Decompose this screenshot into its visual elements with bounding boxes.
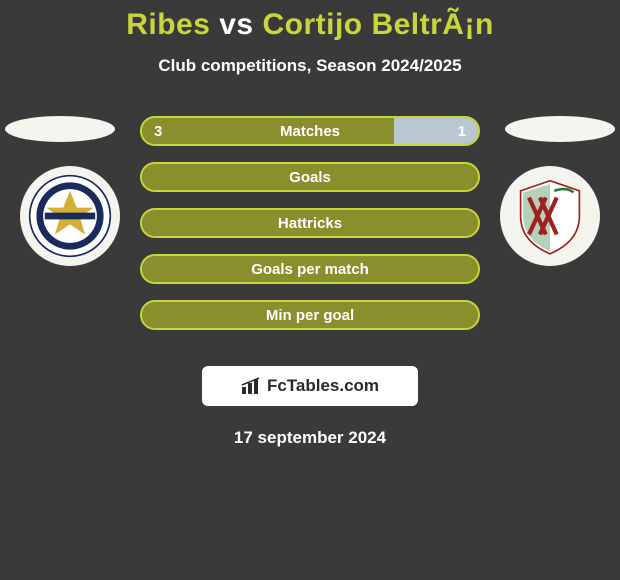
bar-value-right: 1 (458, 118, 466, 144)
bar-label: Goals (142, 164, 478, 190)
player2-logo-circle (500, 166, 600, 266)
player1-badge (20, 201, 120, 301)
stat-bar: Goals (140, 162, 480, 192)
bar-label: Hattricks (142, 210, 478, 236)
club-logo-right-icon (508, 174, 592, 258)
brand-logo: FcTables.com (241, 376, 379, 396)
bar-label: Goals per match (142, 256, 478, 282)
brand-text: FcTables.com (267, 376, 379, 396)
club-logo-left-icon (28, 174, 112, 258)
page-title: Ribes vs Cortijo BeltrÃ¡n (0, 8, 620, 42)
player2-ellipse (505, 116, 615, 142)
vs-text: vs (219, 8, 253, 41)
bars-icon (241, 377, 263, 395)
subtitle: Club competitions, Season 2024/2025 (0, 56, 620, 76)
stat-bar: Min per goal (140, 300, 480, 330)
stat-bars: Matches3 1 Goals Hattricks Goals per match Mi… (140, 116, 480, 346)
player2-name: Cortijo BeltrÃ¡n (262, 8, 493, 41)
chart-area: Matches3 1 Goals Hattricks Goals per match Mi… (0, 116, 620, 346)
player1-ellipse (5, 116, 115, 142)
player1-logo-circle (20, 166, 120, 266)
bar-label: Min per goal (142, 302, 478, 328)
player2-badge (500, 201, 600, 301)
bar-value-left: 3 (154, 118, 162, 144)
comparison-widget: Ribes vs Cortijo BeltrÃ¡n Club competiti… (0, 0, 620, 448)
brand-box[interactable]: FcTables.com (202, 366, 418, 406)
footer-date: 17 september 2024 (0, 428, 620, 448)
stat-bar: Hattricks (140, 208, 480, 238)
stat-bar: Matches3 1 (140, 116, 480, 146)
player1-name: Ribes (126, 8, 210, 41)
stat-bar: Goals per match (140, 254, 480, 284)
bar-label: Matches (142, 118, 478, 144)
